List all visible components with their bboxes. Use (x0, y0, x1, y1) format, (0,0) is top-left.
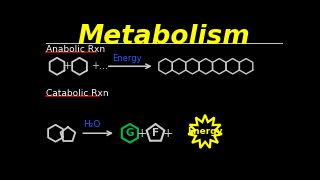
Text: Energy: Energy (112, 54, 142, 63)
Text: Energy: Energy (187, 127, 223, 136)
Text: Anabolic Rxn: Anabolic Rxn (46, 45, 105, 54)
Text: +: + (137, 127, 148, 140)
Text: +: + (63, 61, 73, 71)
Text: +: + (163, 127, 173, 140)
Text: +...: +... (91, 61, 108, 71)
Text: F: F (152, 128, 159, 138)
Text: G: G (126, 128, 134, 138)
Text: H₂O: H₂O (83, 120, 100, 129)
Text: Metabolism: Metabolism (78, 24, 250, 50)
Text: Catabolic Rxn: Catabolic Rxn (46, 89, 109, 98)
